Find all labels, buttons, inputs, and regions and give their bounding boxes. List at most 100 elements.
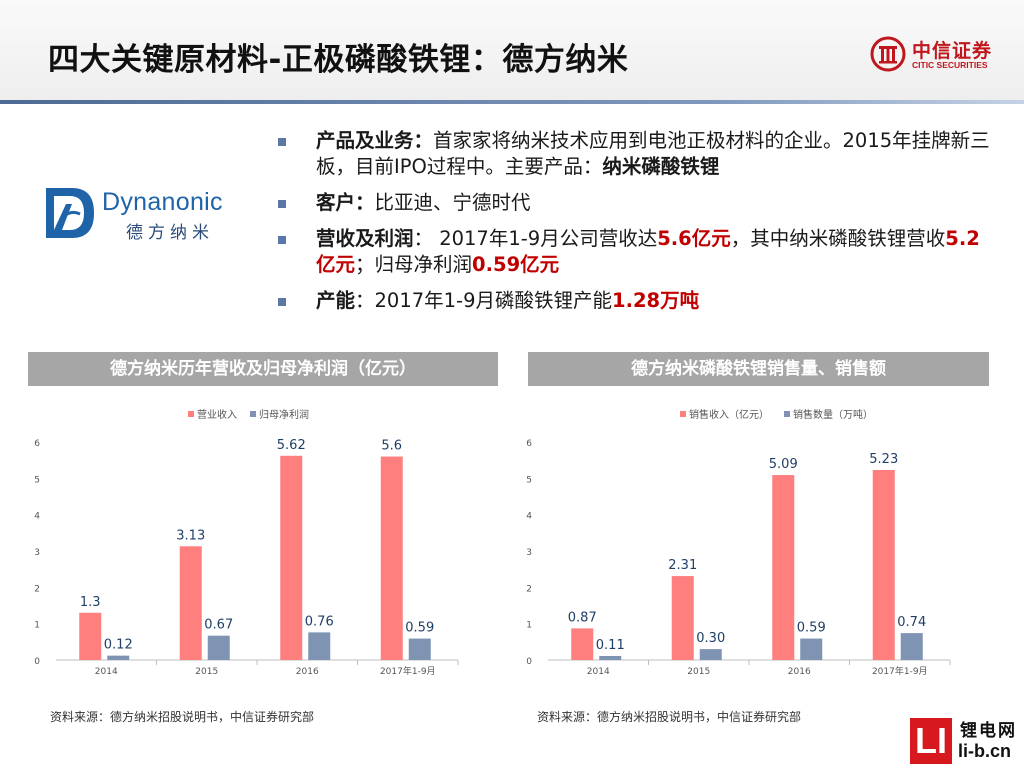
legend-label: 销售数量（万吨） — [793, 408, 873, 421]
y-tick-label: 3 — [34, 548, 40, 558]
watermark-url: li-b.cn — [958, 741, 1011, 761]
dynanonic-logo-icon — [46, 188, 94, 238]
bar — [380, 456, 403, 660]
bullet-capacity: 产能：2017年1-9月磷酸铁锂产能1.28万吨 — [272, 288, 996, 314]
bullet-text: 比亚迪、宁德时代 — [374, 191, 531, 214]
title-bar: 四大关键原材料-正极磷酸铁锂：德方纳米 中信证券 CITIC SECURITIE… — [0, 0, 1024, 100]
data-label: 0.87 — [568, 610, 597, 625]
bar — [800, 638, 823, 660]
legend-label: 销售收入（亿元） — [689, 408, 769, 421]
bar — [308, 632, 331, 660]
data-label: 5.09 — [769, 457, 798, 472]
x-tick-label: 2014 — [587, 667, 610, 677]
legend-swatch — [188, 411, 194, 417]
y-tick-label: 0 — [34, 657, 40, 667]
company-name-cn: 德方纳米 — [126, 223, 214, 243]
brand-name-en: CITIC SECURITIES — [912, 60, 988, 70]
bar — [900, 633, 923, 660]
y-tick-label: 2 — [526, 584, 532, 594]
bar — [671, 576, 694, 660]
bullet-text: ： 2017年1-9月公司营收达 — [413, 227, 658, 250]
lfp-sales-chart: 销售收入（亿元） 销售数量（万吨） 0 1 2 3 4 5 6 2014 0.87 0.11 2015 2… — [526, 408, 951, 677]
data-label: 0.76 — [305, 614, 334, 629]
source-note-right: 资料来源：德方纳米招股说明书，中信证券研究部 — [537, 710, 802, 724]
y-tick-label: 6 — [526, 439, 532, 449]
bullet-highlight: 纳米磷酸铁锂 — [602, 155, 720, 178]
x-tick-label: 2014 — [95, 667, 118, 677]
bar — [408, 638, 431, 660]
watermark-name: 锂电网 — [960, 721, 1017, 741]
data-label: 0.74 — [897, 615, 926, 630]
data-label: 0.59 — [797, 621, 826, 636]
watermark-logo: LI 锂电网 li-b.cn — [906, 716, 1024, 768]
left-chart-header: 德方纳米历年营收及归母净利润（亿元） — [28, 352, 498, 386]
company-name-en: Dynanonic — [102, 188, 223, 216]
x-tick-label: 2017年1-9月 — [872, 665, 928, 677]
bullet-label: 产能 — [316, 289, 356, 312]
x-tick-label: 2016 — [788, 667, 811, 677]
data-label: 5.62 — [277, 438, 306, 453]
bullet-text: ，其中纳米磷酸铁锂营收 — [730, 227, 946, 250]
data-label: 0.67 — [204, 618, 233, 633]
bar — [179, 546, 202, 660]
company-logo: Dynanonic 德方纳米 — [42, 184, 242, 243]
bar — [79, 612, 102, 660]
bar — [207, 635, 230, 660]
data-label: 0.30 — [696, 631, 725, 646]
title-underline — [0, 100, 1024, 104]
x-tick-label: 2015 — [195, 667, 218, 677]
bar — [599, 656, 622, 660]
bullet-text: ；归母净利润 — [355, 253, 473, 276]
legend-swatch — [784, 411, 790, 417]
x-tick-label: 2015 — [687, 667, 710, 677]
bullet-label: 产品及业务： — [316, 129, 434, 152]
revenue-profit-chart: 营业收入 归母净利润 0 1 2 3 4 5 6 2014 1.3 0.12 2015 3.13 0.67 2… — [34, 408, 459, 677]
data-label: 5.23 — [869, 452, 898, 467]
bullet-label: 客户： — [316, 191, 375, 214]
bar — [872, 469, 895, 660]
revenue-value: 5.6亿元 — [657, 227, 731, 250]
data-label: 1.3 — [80, 595, 101, 610]
legend-swatch — [250, 411, 256, 417]
y-tick-label: 0 — [526, 657, 532, 667]
y-tick-label: 1 — [34, 621, 40, 631]
brand-name-cn: 中信证券 — [912, 40, 993, 62]
capacity-value: 1.28万吨 — [612, 289, 700, 312]
bullet-product: 产品及业务：首家家将纳米技术应用到电池正极材料的企业。2015年挂牌新三板，目前… — [272, 128, 996, 180]
data-label: 0.59 — [405, 621, 434, 636]
bullet-text: 首家家将纳米技术应用到电池正极材料的企业。2015年挂牌新三板，目前IPO过程中… — [316, 129, 990, 178]
x-tick-label: 2016 — [296, 667, 319, 677]
right-chart-header: 德方纳米磷酸铁锂销售量、销售额 — [528, 352, 989, 386]
data-label: 0.11 — [596, 638, 625, 653]
net-profit-value: 0.59亿元 — [472, 253, 560, 276]
x-tick-label: 2017年1-9月 — [380, 665, 436, 677]
bullet-customers: 客户：比亚迪、宁德时代 — [272, 190, 996, 216]
y-tick-label: 1 — [526, 621, 532, 631]
y-tick-label: 6 — [34, 439, 40, 449]
y-tick-label: 4 — [526, 512, 532, 522]
data-label: 0.12 — [104, 638, 133, 653]
watermark-box: LI — [910, 718, 952, 764]
bullet-label: 营收及利润 — [316, 227, 414, 250]
summary-bullets: 产品及业务：首家家将纳米技术应用到电池正极材料的企业。2015年挂牌新三板，目前… — [272, 128, 996, 324]
bullet-revenue-profit: 营收及利润： 2017年1-9月公司营收达5.6亿元，其中纳米磷酸铁锂营收5.2… — [272, 226, 996, 278]
page-title: 四大关键原材料-正极磷酸铁锂：德方纳米 — [48, 42, 629, 78]
bullet-text: ：2017年1-9月磷酸铁锂产能 — [355, 289, 612, 312]
bar — [571, 628, 594, 660]
citic-emblem-icon — [870, 36, 906, 72]
bar — [280, 455, 303, 660]
data-label: 2.31 — [668, 558, 697, 573]
y-tick-label: 4 — [34, 512, 40, 522]
y-tick-label: 5 — [526, 475, 532, 485]
bar — [699, 649, 722, 660]
legend-label: 营业收入 — [197, 408, 237, 421]
source-note-left: 资料来源：德方纳米招股说明书，中信证券研究部 — [50, 710, 315, 724]
legend-swatch — [680, 411, 686, 417]
lfp-revenue-value: 5.2亿元 — [316, 227, 980, 276]
legend-label: 归母净利润 — [259, 408, 309, 421]
data-label: 3.13 — [176, 528, 205, 543]
y-tick-label: 2 — [34, 584, 40, 594]
y-tick-label: 3 — [526, 548, 532, 558]
bar — [107, 655, 130, 660]
y-tick-label: 5 — [34, 475, 40, 485]
